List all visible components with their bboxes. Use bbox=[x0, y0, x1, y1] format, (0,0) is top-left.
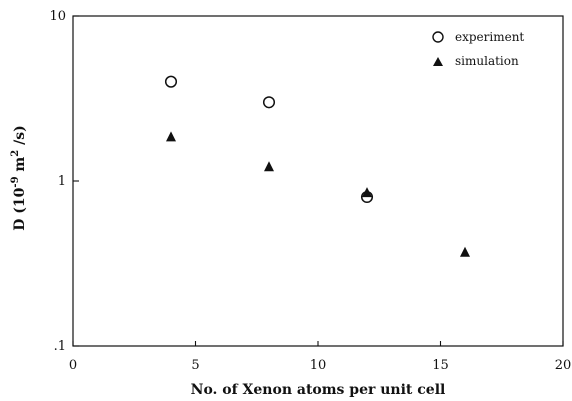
legend-circle-icon bbox=[432, 31, 444, 43]
legend: experiment simulation bbox=[432, 30, 524, 68]
x-axis-title: No. of Xenon atoms per unit cell bbox=[191, 382, 446, 398]
x-tick-label: 5 bbox=[191, 358, 199, 373]
y-tick-label: 1 bbox=[58, 174, 66, 189]
x-tick-label: 10 bbox=[310, 358, 327, 373]
simulation-point bbox=[460, 246, 470, 257]
y-tick-label: .1 bbox=[54, 339, 66, 354]
simulation-point bbox=[362, 187, 372, 198]
y-axis-title-exponent-a: -9 bbox=[10, 176, 21, 187]
y-axis: .1 1 10 bbox=[49, 9, 79, 354]
experiment-point bbox=[164, 75, 178, 88]
y-axis-title-middle: m bbox=[12, 157, 28, 172]
x-tick-label: 20 bbox=[555, 358, 572, 373]
legend-label-experiment: experiment bbox=[455, 30, 524, 44]
experiment-series bbox=[164, 75, 374, 204]
legend-item-simulation: simulation bbox=[433, 54, 519, 68]
simulation-point bbox=[264, 161, 274, 172]
x-tick-label: 0 bbox=[69, 358, 77, 373]
legend-label-simulation: simulation bbox=[455, 54, 519, 68]
experiment-point bbox=[262, 96, 276, 109]
y-axis-title: D (10-9 m2 /s) bbox=[10, 125, 28, 230]
series-layer bbox=[164, 75, 470, 257]
legend-item-experiment: experiment bbox=[432, 30, 524, 44]
y-tick-label: 10 bbox=[49, 9, 66, 24]
x-tick-label: 15 bbox=[432, 358, 449, 373]
y-axis-title-prefix: D (10 bbox=[12, 187, 28, 230]
x-axis: 0 5 10 15 20 bbox=[69, 341, 571, 373]
y-axis-title-exponent-b: 2 bbox=[10, 150, 21, 157]
simulation-point bbox=[166, 131, 176, 142]
y-axis-title-suffix: /s) bbox=[12, 125, 28, 145]
simulation-series bbox=[166, 131, 470, 257]
legend-triangle-icon bbox=[433, 57, 443, 66]
